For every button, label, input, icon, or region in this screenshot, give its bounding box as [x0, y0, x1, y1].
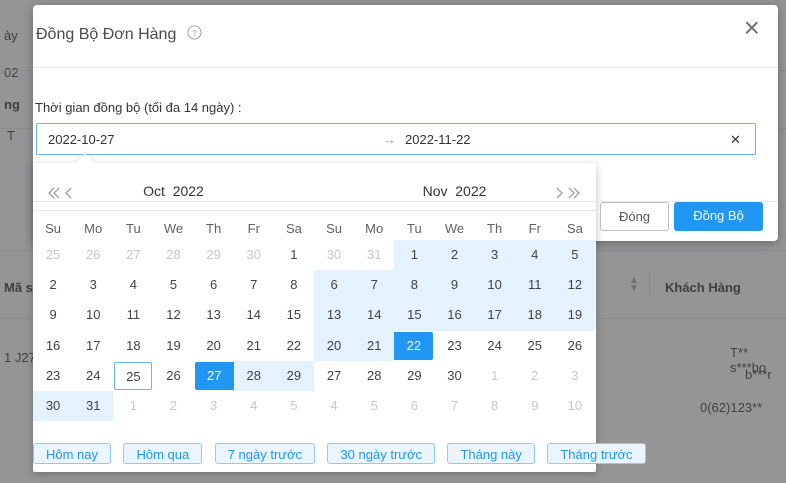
- svg-text:?: ?: [192, 29, 197, 38]
